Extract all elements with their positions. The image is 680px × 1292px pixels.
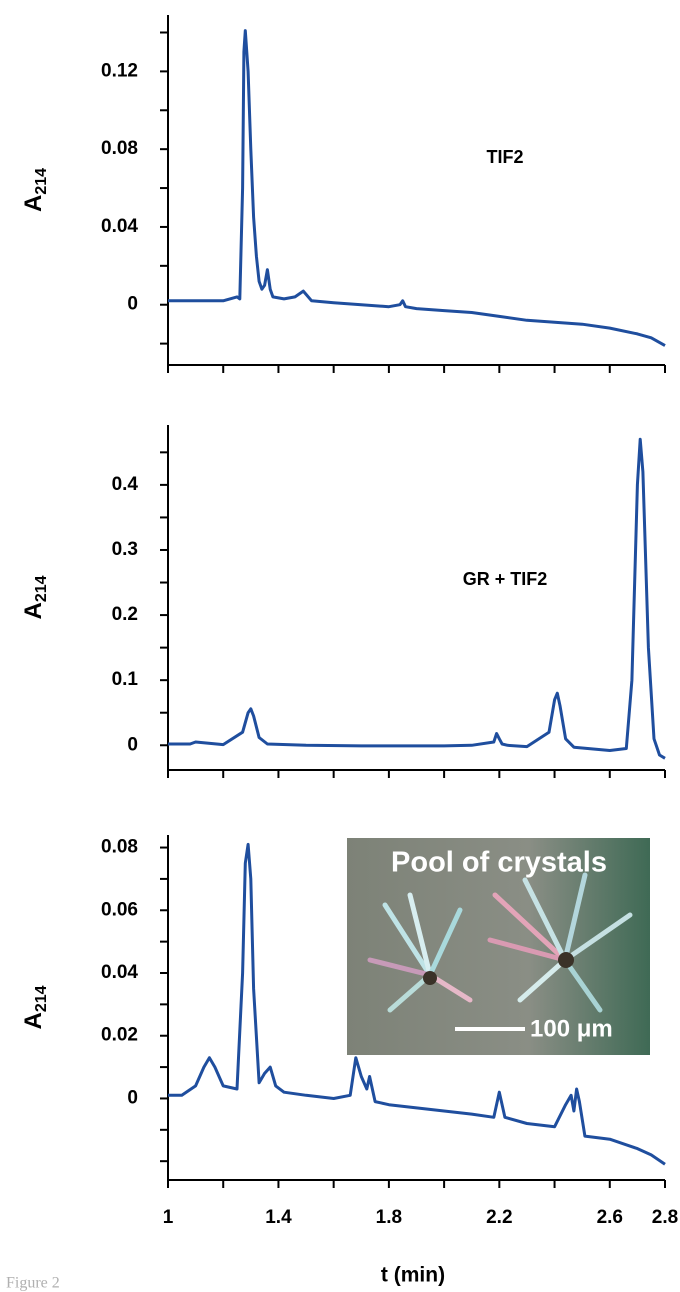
scale-bar-label: 100 μm bbox=[530, 1015, 613, 1042]
y-axis-label: A214 bbox=[20, 575, 50, 619]
y-tick-label: 0.08 bbox=[101, 138, 138, 159]
y-tick-label: 0.2 bbox=[112, 604, 138, 625]
trace bbox=[168, 842, 666, 1166]
y-tick-label: 0.3 bbox=[112, 539, 138, 560]
crystal-core bbox=[558, 952, 574, 968]
y-axis-label-main: A bbox=[20, 602, 47, 619]
crystals bbox=[367, 872, 633, 1013]
inset-photo bbox=[347, 838, 650, 1055]
y-axis-label-main: A bbox=[20, 195, 47, 212]
y-tick-label: 0.02 bbox=[101, 1025, 138, 1046]
annotation: GR + TIF2 bbox=[463, 569, 548, 589]
y-tick-label: 0.04 bbox=[101, 216, 138, 237]
y-axis-label: A214 bbox=[20, 168, 50, 212]
x-tick-label: 1.8 bbox=[376, 1207, 402, 1228]
y-axis-label: A214 bbox=[20, 985, 50, 1029]
y-tick-label: 0.04 bbox=[101, 962, 138, 983]
y-axis-label-main: A bbox=[20, 1012, 47, 1029]
y-tick-label: 0.4 bbox=[112, 474, 139, 495]
y-tick-label: 0.1 bbox=[112, 669, 139, 690]
x-tick-label: 2.8 bbox=[652, 1207, 678, 1228]
y-tick-label: 0 bbox=[127, 294, 138, 315]
inset-image: Pool of crystals 100 μm bbox=[347, 838, 650, 1055]
x-tick-label: 2.6 bbox=[597, 1207, 623, 1228]
trace bbox=[168, 437, 666, 760]
inset-title: Pool of crystals bbox=[391, 847, 607, 879]
y-tick-label: 0.06 bbox=[101, 899, 138, 920]
y-axis-label-sub: 214 bbox=[33, 985, 50, 1012]
y-tick-label: 0 bbox=[127, 1087, 138, 1108]
trace bbox=[168, 29, 666, 347]
y-axis-label-sub: 214 bbox=[33, 575, 50, 602]
y-tick-label: 0.08 bbox=[101, 837, 138, 858]
y-tick-label: 0.12 bbox=[101, 60, 138, 81]
x-axis-label: t (min) bbox=[381, 1264, 445, 1287]
x-tick-label: 1.4 bbox=[265, 1207, 292, 1228]
crystal-core bbox=[423, 971, 437, 985]
x-tick-label: 1 bbox=[163, 1207, 174, 1228]
x-tick-label: 2.2 bbox=[486, 1207, 512, 1228]
y-tick-label: 0 bbox=[127, 734, 138, 755]
annotation: TIF2 bbox=[486, 147, 523, 167]
caption: Figure 2 bbox=[6, 1275, 60, 1292]
y-axis-label-sub: 214 bbox=[33, 168, 50, 195]
